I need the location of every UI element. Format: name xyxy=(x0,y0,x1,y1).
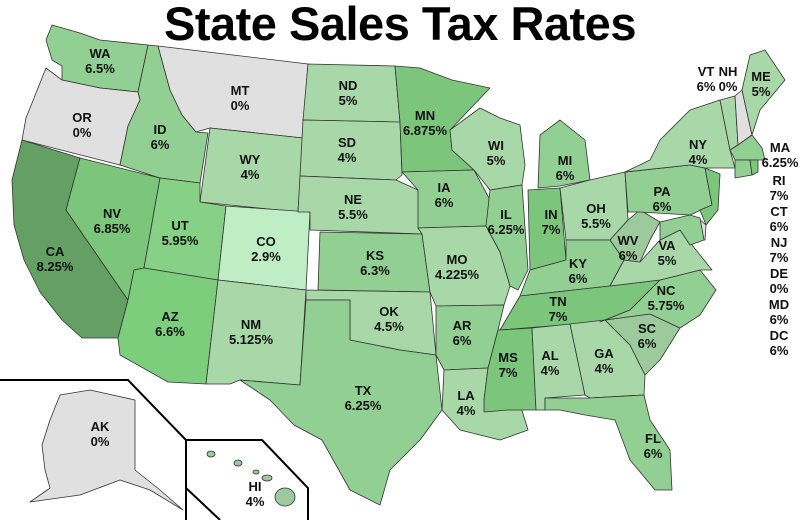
label-IA: IA 6% xyxy=(435,180,454,210)
label-SC: SC 6% xyxy=(638,321,657,351)
label-MT: MT 0% xyxy=(231,83,250,113)
state-TX[interactable] xyxy=(239,299,443,506)
label-ID: ID 6% xyxy=(151,122,170,152)
label-AR: AR 6% xyxy=(453,318,472,348)
label-NH: NH 0% xyxy=(719,64,738,94)
state-FL[interactable] xyxy=(544,394,673,491)
label-OH: OH 5.5% xyxy=(581,201,611,231)
label-ME: ME 5% xyxy=(751,69,771,99)
label-NY: NY 4% xyxy=(689,137,708,167)
label-FL: FL 6% xyxy=(644,431,663,461)
label-PA: PA 6% xyxy=(653,184,672,214)
state-WI[interactable] xyxy=(449,107,526,191)
label-IL: IL 6.25% xyxy=(488,207,525,237)
state-AK[interactable] xyxy=(29,389,184,511)
state-HI[interactable] xyxy=(206,450,296,507)
label-WY: WY 4% xyxy=(240,152,261,182)
map-title: State Sales Tax Rates xyxy=(164,0,636,50)
label-KY: KY 6% xyxy=(569,256,588,286)
hawaii-inset-border xyxy=(186,439,309,520)
label-LA: LA 4% xyxy=(457,388,476,418)
state-CT[interactable] xyxy=(734,159,753,179)
label-OK: OK 4.5% xyxy=(374,304,404,334)
label-DC: DC 6% xyxy=(770,328,789,358)
label-MN: MN 6.875% xyxy=(403,108,448,138)
label-IN: IN 7% xyxy=(542,207,561,237)
label-RI: RI 7% xyxy=(770,173,789,203)
state-MD[interactable] xyxy=(659,214,705,246)
label-CO: CO 2.9% xyxy=(251,234,281,264)
label-NE: NE 5.5% xyxy=(338,192,368,222)
label-CA: CA 8.25% xyxy=(37,244,74,274)
label-MA: MA 6.25% xyxy=(762,140,799,170)
label-DE: DE 0% xyxy=(770,266,789,296)
label-VT: VT 6% xyxy=(697,64,716,94)
label-NM: NM 5.125% xyxy=(229,317,274,347)
label-ND: ND 5% xyxy=(339,78,358,108)
state-RI[interactable] xyxy=(749,159,759,176)
state-WV[interactable] xyxy=(609,209,661,263)
label-WI: WI 5% xyxy=(487,138,506,168)
label-NC: NC 5.75% xyxy=(648,283,685,313)
label-MI: MI 6% xyxy=(556,153,575,183)
label-WA: WA 6.5% xyxy=(85,46,115,76)
state-IL[interactable] xyxy=(485,184,529,291)
label-UT: UT 5.95% xyxy=(162,218,199,248)
state-NY[interactable] xyxy=(624,99,736,173)
label-CT: CT 6% xyxy=(770,204,789,234)
state-labels: WA 6.5% OR 0% CA 8.25% NV 6.85% ID 6% MT 0% WY… xyxy=(37,46,799,509)
label-AZ: AZ 6.6% xyxy=(155,309,185,339)
state-NE[interactable] xyxy=(297,175,423,235)
label-OR: OR 0% xyxy=(72,110,92,140)
label-NV: NV 6.85% xyxy=(94,206,131,236)
label-GA: GA 4% xyxy=(594,346,614,376)
label-SD: SD 4% xyxy=(338,135,357,165)
hawaii-inset-lower xyxy=(185,487,221,520)
label-MO: MO 4.225% xyxy=(435,252,480,282)
label-TX: TX 6.25% xyxy=(345,383,382,413)
label-MD: MD 6% xyxy=(769,297,789,327)
state-SD[interactable] xyxy=(299,119,403,181)
label-KS: KS 6.3% xyxy=(360,248,390,278)
label-MS: MS 7% xyxy=(498,350,518,380)
label-HI: HI 4% xyxy=(246,479,265,509)
label-AK: AK 0% xyxy=(91,419,110,449)
label-VA: VA 5% xyxy=(658,238,677,268)
label-WV: WV 6% xyxy=(618,233,639,263)
alaska-inset-border xyxy=(0,379,187,520)
label-TN: TN 7% xyxy=(549,294,568,324)
label-NJ: NJ 7% xyxy=(770,235,789,265)
label-AL: AL 4% xyxy=(541,348,560,378)
